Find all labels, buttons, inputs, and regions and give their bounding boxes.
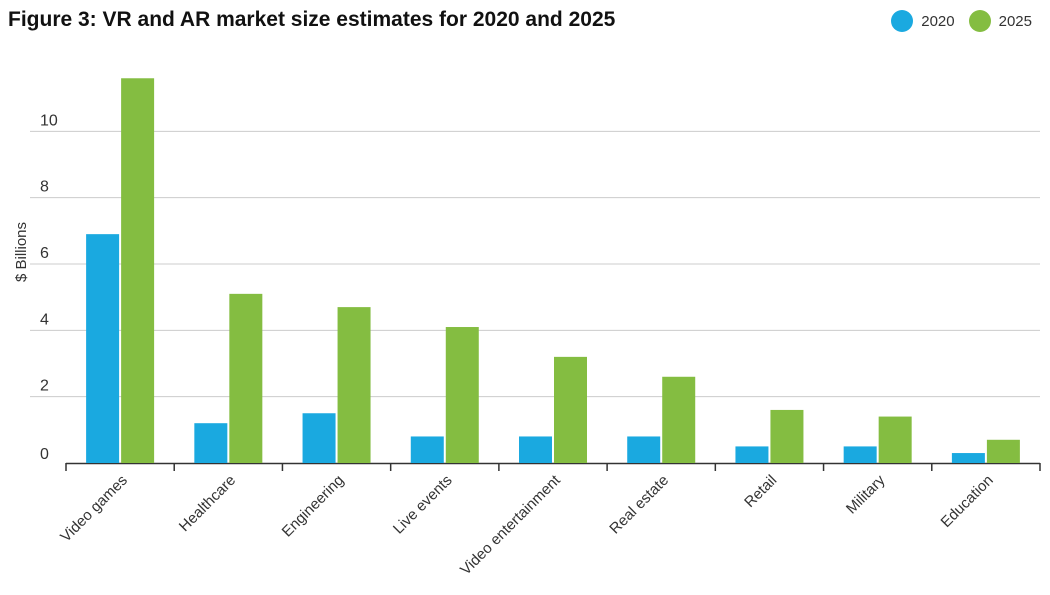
x-tick-label-3: Live events <box>390 472 456 538</box>
bar-2020-5 <box>627 436 661 463</box>
y-tick-label-1: 2 <box>40 378 49 395</box>
y-tick-label-4: 8 <box>40 179 49 196</box>
x-tick-label-4: Video entertainment <box>457 471 564 578</box>
x-tick-label-5: Real estate <box>606 472 672 538</box>
bar-2025-3 <box>445 327 479 463</box>
bar-2020-1 <box>194 423 228 463</box>
bar-2025-5 <box>662 376 696 463</box>
y-axis-title: $ Billions <box>13 222 30 282</box>
bar-2020-2 <box>302 413 336 463</box>
legend: 2020 2025 <box>891 10 1032 32</box>
x-tick-label-2: Engineering <box>279 472 348 541</box>
bar-2020-6 <box>735 446 769 463</box>
x-tick-label-8: Education <box>938 472 997 531</box>
y-tick-label-0: 0 <box>40 446 49 463</box>
bar-2025-4 <box>554 356 587 463</box>
bar-2020-3 <box>410 436 444 463</box>
bar-2020-7 <box>843 446 877 463</box>
bar-2020-8 <box>951 453 985 463</box>
x-tick-label-6: Retail <box>741 472 780 511</box>
bar-2025-0 <box>121 78 155 464</box>
x-tick-label-1: Healthcare <box>176 472 239 535</box>
legend-swatch-series-0 <box>891 10 914 32</box>
bar-2025-8 <box>986 439 1020 463</box>
bar-2025-2 <box>337 307 371 463</box>
legend-label-series-1: 2025 <box>998 12 1032 30</box>
legend-swatch-series-1 <box>968 10 991 32</box>
x-tick-label-7: Military <box>843 471 889 517</box>
y-tick-label-3: 6 <box>40 245 49 262</box>
y-tick-label-5: 10 <box>40 112 58 129</box>
bar-2020-0 <box>86 234 120 463</box>
x-tick-label-0: Video games <box>57 472 131 546</box>
bar-2025-1 <box>229 293 263 463</box>
bar-2025-7 <box>878 416 912 463</box>
bar-2025-6 <box>770 409 804 463</box>
legend-item-series-0: 2020 <box>891 10 955 32</box>
legend-label-series-0: 2020 <box>921 12 955 30</box>
bar-2020-4 <box>519 436 552 463</box>
chart-title: Figure 3: VR and AR market size estimate… <box>8 8 616 31</box>
legend-item-series-1: 2025 <box>968 10 1032 32</box>
y-tick-label-2: 4 <box>40 311 49 328</box>
